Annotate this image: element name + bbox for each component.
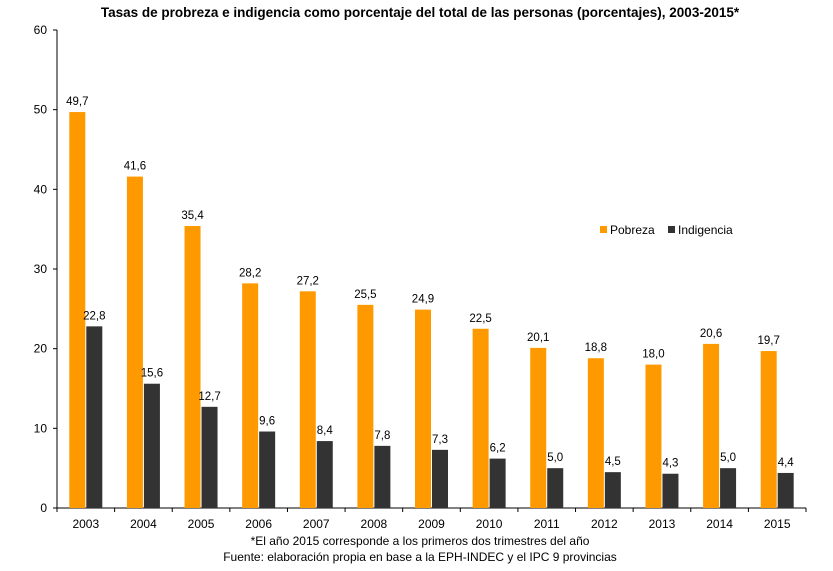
legend: Pobreza Indigencia: [600, 223, 733, 237]
data-label-indigencia-2012: 4,5: [605, 456, 621, 468]
data-label-indigencia-2009: 7,3: [432, 434, 448, 446]
x-tick-label: 2011: [534, 517, 560, 531]
data-label-pobreza-2009: 24,9: [412, 294, 434, 306]
bar-indigencia-2012: [604, 472, 621, 508]
data-label-indigencia-2013: 4,3: [662, 458, 678, 470]
bar-pobreza-2008: [357, 304, 374, 508]
legend-swatch-indigencia: [668, 226, 675, 233]
footnote-note: *El año 2015 corresponde a los primeros …: [251, 534, 590, 548]
data-label-pobreza-2005: 35,4: [181, 210, 204, 222]
bar-pobreza-2014: [703, 343, 720, 508]
bar-indigencia-2009: [432, 449, 448, 508]
data-label-pobreza-2011: 20,1: [527, 332, 549, 344]
data-label-indigencia-2008: 7,8: [374, 430, 390, 442]
data-label-pobreza-2007: 27,2: [297, 275, 319, 287]
data-label-pobreza-2015: 19,7: [757, 335, 779, 347]
data-label-indigencia-2003: 22,8: [83, 310, 105, 322]
bar-pobreza-2007: [299, 291, 316, 508]
x-tick-label: 2007: [303, 517, 330, 531]
bar-indigencia-2013: [662, 473, 679, 508]
data-label-pobreza-2012: 18,8: [585, 342, 607, 354]
x-tick-label: 2004: [130, 517, 157, 531]
legend-label-indigencia: Indigencia: [678, 223, 733, 237]
bar-pobreza-2006: [242, 283, 259, 508]
bar-pobreza-2010: [472, 328, 489, 508]
data-label-indigencia-2014: 5,0: [720, 452, 736, 464]
x-tick-label: 2010: [476, 517, 503, 531]
bar-indigencia-2004: [143, 383, 160, 508]
data-label-indigencia-2004: 15,6: [141, 368, 163, 380]
x-tick-label: 2009: [418, 517, 445, 531]
x-tick-label: 2003: [72, 517, 99, 531]
chart-title: Tasas de probreza e indigencia como porc…: [101, 5, 740, 20]
bars: 49,7 22,8 41,6 15,6 35,4 12,7 28,2 9,6 27,2 8,4 25…: [66, 96, 795, 509]
x-tick-label: 2006: [245, 517, 272, 531]
footnote-source: Fuente: elaboración propia en base a la …: [223, 550, 617, 564]
data-label-pobreza-2006: 28,2: [239, 267, 261, 279]
bar-indigencia-2008: [374, 445, 391, 508]
bar-pobreza-2004: [126, 176, 143, 508]
legend-label-pobreza: Pobreza: [610, 223, 655, 237]
bar-pobreza-2012: [587, 358, 604, 508]
x-tick-label: 2012: [591, 517, 618, 531]
data-label-pobreza-2013: 18,0: [642, 349, 664, 361]
y-tick-label: 60: [34, 23, 48, 37]
bar-pobreza-2003: [69, 112, 86, 508]
x-tick-label: 2005: [188, 517, 215, 531]
bar-indigencia-2007: [316, 441, 333, 508]
data-label-indigencia-2006: 9,6: [259, 416, 275, 428]
data-label-indigencia-2010: 6,2: [490, 443, 506, 455]
y-tick-label: 10: [34, 421, 48, 435]
x-tick-label: 2014: [706, 517, 733, 531]
bar-indigencia-2003: [86, 326, 103, 508]
data-label-pobreza-2008: 25,5: [354, 289, 376, 301]
data-label-indigencia-2011: 5,0: [547, 452, 563, 464]
legend-swatch-pobreza: [600, 226, 607, 233]
x-tick-label: 2013: [649, 517, 676, 531]
bar-pobreza-2005: [184, 225, 201, 509]
axes: 0 10 20 30 40 50 60 2003 2004 2005 2006 2007 2008 200…: [34, 23, 807, 531]
data-label-indigencia-2015: 4,4: [778, 457, 795, 469]
bar-indigencia-2006: [259, 431, 276, 508]
y-tick-label: 30: [34, 262, 48, 276]
bar-indigencia-2005: [201, 406, 218, 508]
y-tick-label: 50: [34, 103, 48, 117]
y-tick-label: 20: [34, 342, 48, 356]
bar-indigencia-2011: [547, 468, 564, 508]
data-label-pobreza-2003: 49,7: [66, 96, 88, 108]
bar-pobreza-2013: [645, 364, 662, 508]
bar-indigencia-2010: [489, 458, 506, 508]
data-label-pobreza-2010: 22,5: [469, 313, 491, 325]
data-label-pobreza-2004: 41,6: [124, 161, 146, 173]
y-tick-label: 0: [40, 501, 47, 515]
y-tick-label: 40: [34, 182, 48, 196]
bar-pobreza-2009: [415, 309, 431, 508]
data-label-indigencia-2005: 12,7: [198, 391, 220, 403]
bar-indigencia-2014: [720, 468, 737, 508]
bar-pobreza-2015: [760, 351, 777, 508]
x-tick-label: 2008: [361, 517, 388, 531]
data-label-indigencia-2007: 8,4: [317, 425, 334, 437]
bar-indigencia-2015: [777, 472, 794, 508]
x-tick-label: 2015: [764, 517, 791, 531]
bar-pobreza-2011: [530, 347, 547, 508]
data-label-pobreza-2014: 20,6: [700, 328, 722, 340]
